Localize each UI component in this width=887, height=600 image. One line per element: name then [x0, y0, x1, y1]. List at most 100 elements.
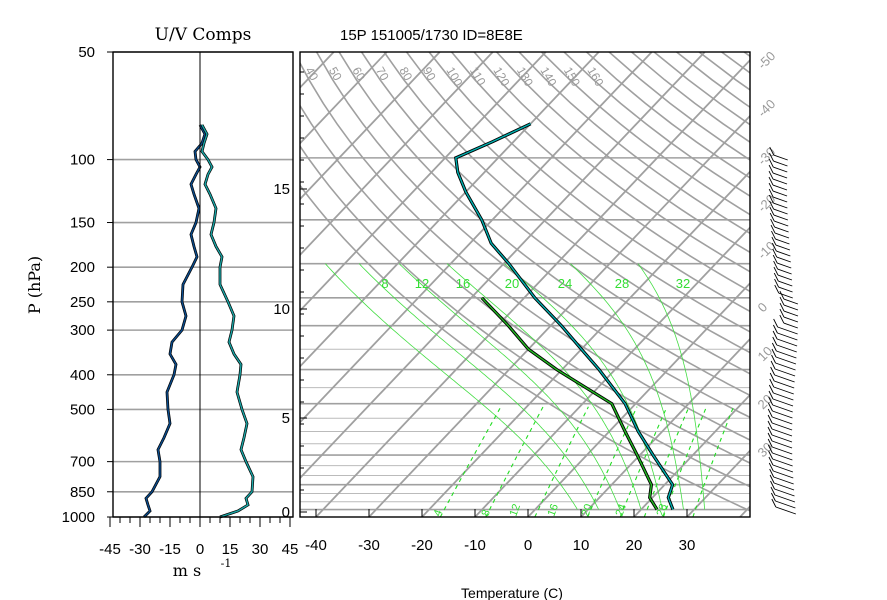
wind-barb-flag — [768, 396, 774, 406]
wind-barb-flag — [768, 384, 774, 394]
wind-barb-flag — [772, 248, 778, 258]
uv-xtick-label: -30 — [129, 541, 151, 558]
dry-adiabat-line — [405, 52, 750, 333]
dry-adiabat-label: 90 — [420, 65, 439, 84]
dry-adiabat-label: 70 — [373, 65, 392, 84]
wind-barb-staff — [772, 172, 788, 179]
wind-barb-staff — [773, 202, 788, 209]
wind-barb-staff — [771, 422, 793, 431]
dry-adiabat-line — [879, 52, 887, 517]
skewt-frame — [299, 51, 751, 518]
isotherm-line — [300, 52, 547, 312]
wind-barb-staff — [771, 428, 793, 437]
wind-barb-flag — [768, 194, 774, 204]
wind-barb-flag — [768, 462, 774, 472]
moist-adiabat-label: 24 — [614, 502, 629, 518]
wind-barb-staff — [777, 274, 793, 281]
dry-adiabat-line — [300, 61, 750, 441]
wind-barb-flag — [770, 366, 776, 376]
uv-ytick-label: 500 — [70, 401, 95, 418]
uv-ytick-label: 700 — [70, 454, 95, 471]
wind-barb-staff — [773, 196, 788, 203]
wind-barb-staff — [772, 404, 793, 413]
wind-barb-flag — [769, 200, 774, 210]
height-axis: 0 5 10 15 — [273, 71, 307, 521]
uv-panel-title: U/V Comps — [155, 25, 252, 45]
wind-barb-flag — [767, 432, 773, 442]
wind-barb-staff — [773, 470, 794, 479]
wind-barb-staff — [783, 322, 798, 329]
wind-barb-staff — [772, 190, 788, 197]
dry-adiabat-line — [428, 52, 750, 313]
wind-barb-flag — [769, 146, 775, 156]
temperature-tick-label: -10 — [464, 537, 486, 554]
wind-barb-flag — [771, 354, 776, 364]
uv-xtick-label: -15 — [159, 541, 181, 558]
mixing-ratio-label: 16 — [456, 276, 470, 291]
wind-barb-staff — [783, 316, 799, 323]
wind-barb-staff — [773, 482, 795, 491]
temperature-tick-label: -40 — [305, 537, 327, 554]
isotherm-line — [793, 52, 887, 517]
mixing-ratio-lines — [439, 406, 735, 517]
wind-barb-flag — [768, 170, 774, 180]
uv-xtick-label: -45 — [99, 541, 121, 558]
wind-barb-flag — [769, 212, 775, 222]
wind-barb-staff — [772, 398, 794, 407]
wind-barb-staff — [775, 238, 790, 245]
wind-barb-staff — [772, 416, 793, 425]
wind-barb-staff — [773, 208, 788, 215]
wind-barb-staff — [772, 410, 793, 419]
dry-adiabat-label: 80 — [396, 65, 415, 84]
uv-frame — [112, 51, 294, 518]
wind-barb-flag — [779, 308, 785, 318]
uv-speed-axis: -45 -30 -15 0 15 30 45 — [99, 517, 298, 558]
uv-xlabel: m s — [173, 561, 201, 580]
isotherm-line — [580, 337, 750, 517]
wind-barb-flag — [768, 158, 774, 168]
wind-barb-flag — [769, 372, 775, 382]
uv-u-line — [143, 124, 206, 518]
mixing-ratio-label: 32 — [676, 276, 690, 291]
mixing-ratio-label: 12 — [415, 276, 429, 291]
wind-barb-flag — [768, 164, 774, 174]
wind-barb-staff — [773, 386, 794, 395]
isotherm-label: -30 — [755, 144, 779, 168]
wind-barb-flag — [767, 408, 773, 418]
isotherm-line — [474, 226, 750, 517]
temperature-tick-label: -20 — [411, 537, 433, 554]
moist-adiabat-line — [358, 263, 600, 510]
wind-barb-staff — [772, 446, 793, 455]
temperature-tick-label: 30 — [679, 537, 696, 554]
wind-barb-flag — [773, 318, 779, 328]
uv-ytick-label: 50 — [78, 44, 95, 61]
wind-barb-staff — [783, 298, 799, 305]
wind-barb-flag — [772, 336, 778, 346]
isotherm-label: 0 — [755, 299, 771, 315]
isotherm-line — [300, 52, 335, 89]
uv-v-line — [201, 124, 254, 518]
wind-barb-flag — [772, 330, 778, 340]
wind-barb-staff — [776, 350, 797, 359]
isotherm-line — [421, 170, 750, 517]
wind-barb-staff — [774, 380, 795, 389]
wind-barb-staff — [774, 220, 789, 227]
wind-barb-staff — [772, 464, 794, 473]
isotherm-line — [527, 282, 750, 517]
uv-xtick-label: 30 — [252, 541, 269, 558]
uv-ytick-label: 850 — [70, 484, 95, 501]
wind-barb-staff — [775, 500, 796, 509]
wind-barb-staff — [776, 250, 791, 257]
isotherms — [300, 52, 887, 517]
wind-barb-staff — [775, 356, 797, 365]
isotherm-label: 30 — [755, 439, 776, 460]
dry-adiabat-label: 150 — [561, 65, 583, 90]
wind-barb-staff — [772, 178, 788, 185]
temperature-tick-label: 0 — [524, 537, 532, 554]
isotherm-line — [300, 52, 653, 424]
wind-barbs — [767, 146, 799, 515]
uv-panel: U/V Comps 501001502002503004005007008501… — [25, 25, 298, 580]
moist-adiabat-line — [446, 263, 642, 510]
